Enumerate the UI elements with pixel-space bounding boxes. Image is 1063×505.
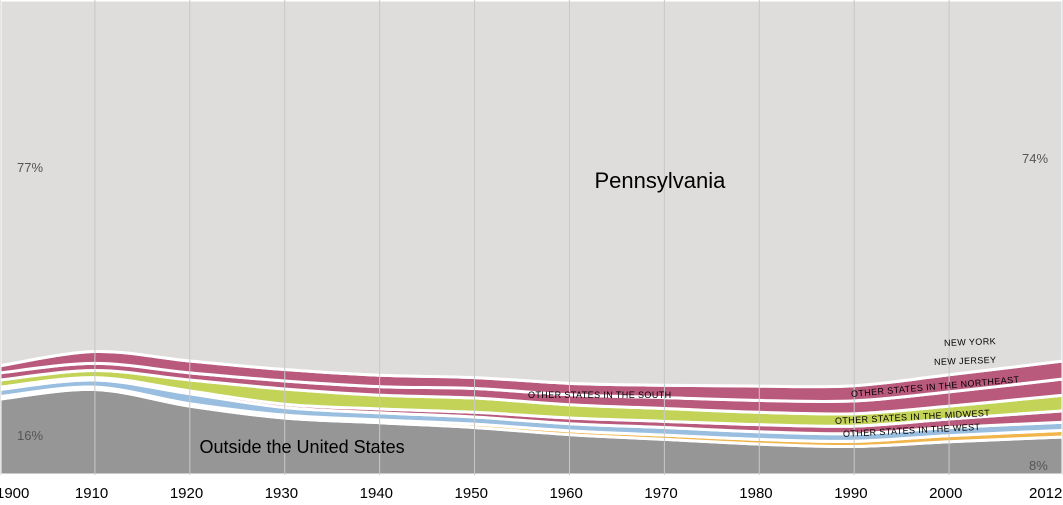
left-pct-label: 16%: [17, 428, 43, 443]
x-tick-label: 1950: [455, 485, 488, 502]
band-label-ny: New York: [944, 336, 996, 348]
band-label-south: Other states in the South: [528, 390, 672, 400]
x-tick-label: 1960: [549, 485, 582, 502]
right-pct-label: 8%: [1029, 458, 1048, 473]
right-pct-label: 74%: [1022, 151, 1048, 166]
band-pa: [0, 0, 1063, 387]
left-pct-label: 77%: [17, 160, 43, 175]
x-tick-label: 2000: [929, 485, 962, 502]
outside-us-label: Outside the United States: [200, 437, 405, 458]
x-tick-label: 1900: [0, 485, 29, 502]
chart-title: Pennsylvania: [595, 168, 726, 194]
x-tick-label: 1940: [360, 485, 393, 502]
x-tick-label: 2012: [1029, 485, 1062, 502]
migration-area-chart: 1900 1910 1920 1930 1940 1950 1960 1970 1980 1990…: [0, 0, 1063, 505]
x-tick-label: 1910: [75, 485, 108, 502]
x-tick-label: 1970: [644, 485, 677, 502]
x-tick-label: 1990: [834, 485, 867, 502]
x-tick-label: 1920: [170, 485, 203, 502]
x-tick-label: 1930: [265, 485, 298, 502]
x-tick-label: 1980: [739, 485, 772, 502]
band-label-nj: New Jersey: [933, 355, 996, 367]
